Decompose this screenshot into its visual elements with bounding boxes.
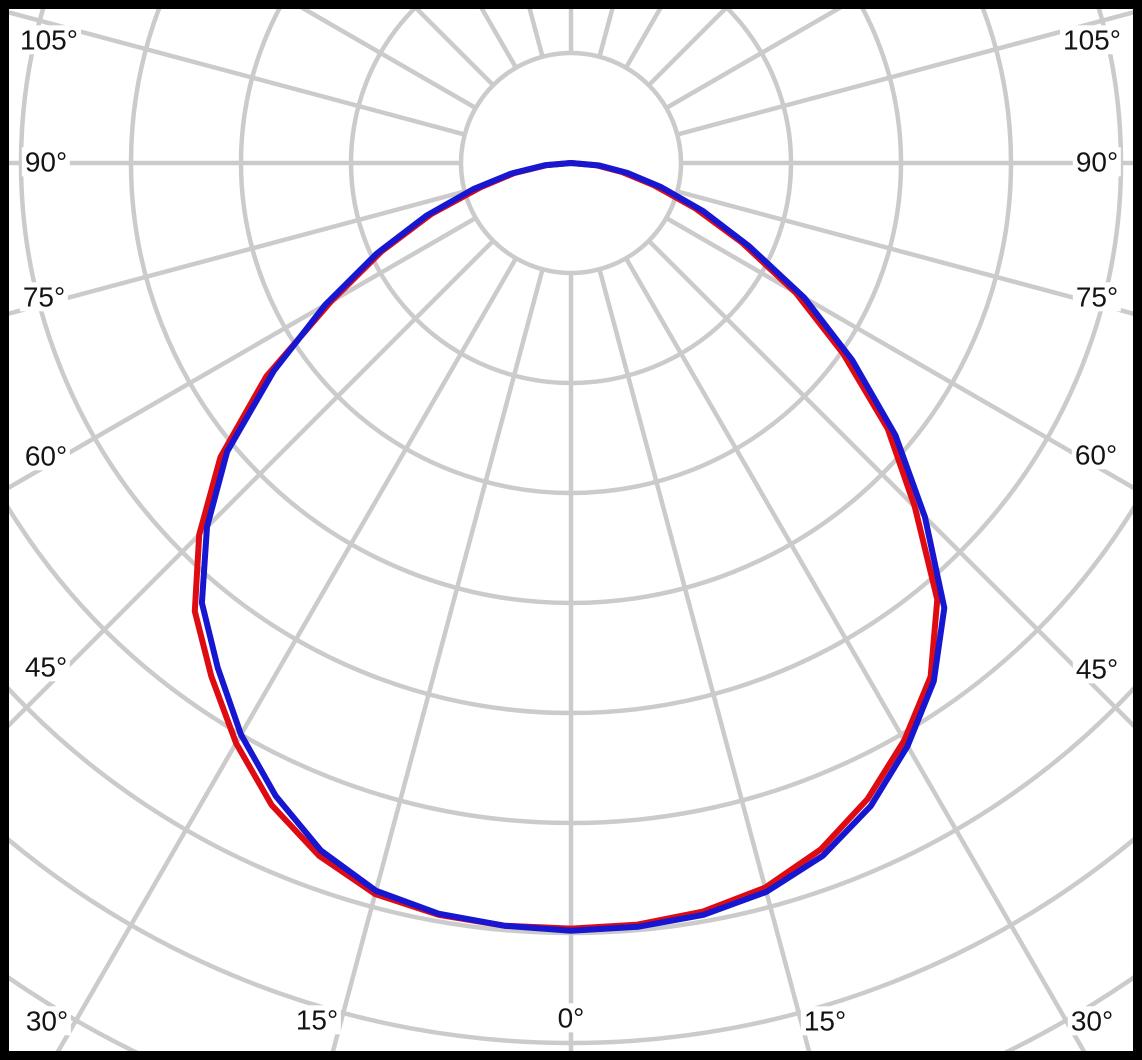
angle-label-bottom-30-right: 30° bbox=[1067, 1006, 1117, 1036]
grid-spoke bbox=[676, 10, 1133, 137]
angle-label-right-45: 45° bbox=[1072, 654, 1122, 684]
angle-label-left-75: 75° bbox=[19, 282, 69, 312]
angle-label-right-60: 60° bbox=[1071, 440, 1121, 470]
grid-spoke bbox=[330, 268, 545, 1051]
angle-label-left-90: 90° bbox=[21, 147, 71, 177]
angle-label-left-45: 45° bbox=[21, 652, 71, 682]
angle-label-bottom-30-left: 30° bbox=[22, 1006, 72, 1036]
angle-label-left-60: 60° bbox=[21, 441, 71, 471]
grid-spoke bbox=[676, 189, 1133, 316]
angle-label-right-75: 75° bbox=[1072, 282, 1122, 312]
grid-spoke bbox=[55, 257, 518, 1051]
intensity-curves bbox=[191, 160, 948, 934]
angle-label-bottom-15-left: 15° bbox=[292, 1005, 342, 1035]
grid-spoke bbox=[9, 189, 466, 316]
angle-label-right-105: 105° bbox=[1060, 25, 1124, 55]
grid-spoke bbox=[9, 10, 466, 137]
angle-label-left-105: 105° bbox=[17, 25, 81, 55]
grid-spoke bbox=[624, 257, 1087, 1051]
angle-label-bottom-0: 0° bbox=[554, 1003, 588, 1033]
angle-label-bottom-15-right: 15° bbox=[800, 1006, 850, 1036]
grid-spoke bbox=[9, 216, 477, 491]
grid-spoke bbox=[597, 268, 812, 1051]
angle-label-right-90: 90° bbox=[1072, 147, 1122, 177]
blue-curve bbox=[198, 160, 948, 934]
grid-spoke bbox=[665, 216, 1133, 491]
